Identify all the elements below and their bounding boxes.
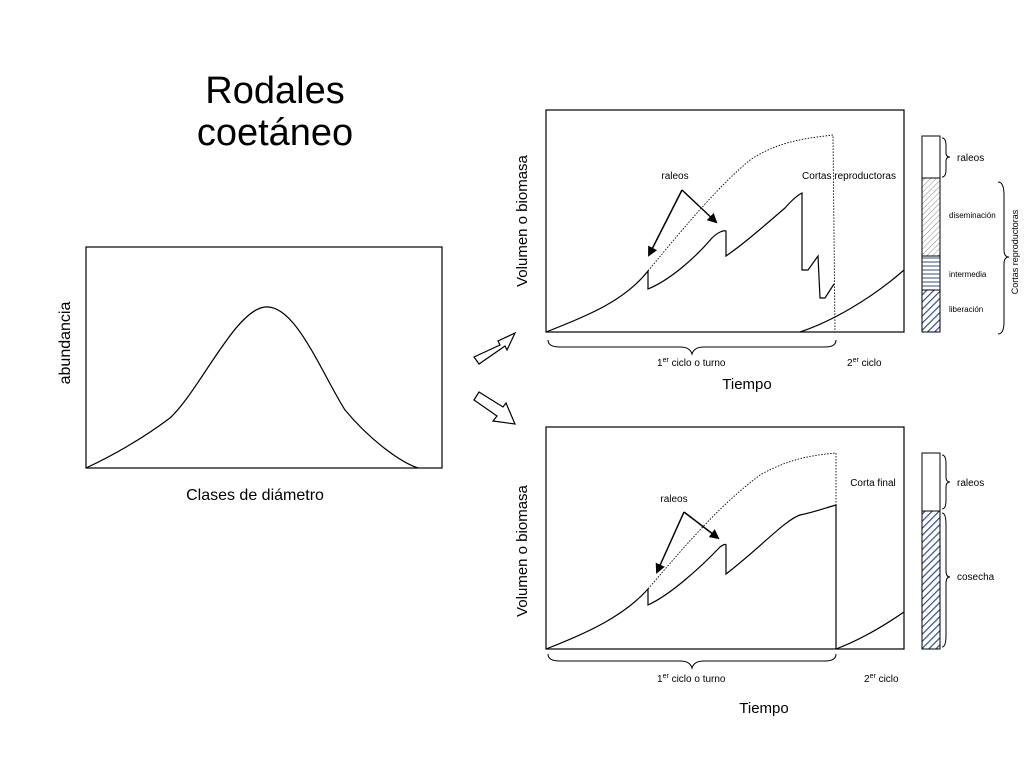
bottom-legend: raleos cosecha <box>921 452 995 650</box>
legend-diseminacion-box <box>921 177 941 257</box>
down-arrow-shape <box>473 391 516 425</box>
top-cycle2-label: 2er ciclo <box>847 357 882 369</box>
bottom-corta-final-label: Corta final <box>850 478 896 489</box>
bottom-cycle1-label: 1er ciclo o turno <box>657 673 726 685</box>
top-cycle1-label: 1er ciclo o turno <box>657 357 726 369</box>
top-cortas-label: Cortas reproductoras <box>802 171 896 182</box>
top-raleos-label: raleos <box>661 171 688 182</box>
bell-curve <box>85 306 419 469</box>
top-cycle1-brace <box>547 339 837 356</box>
legend-bottom-raleos-box <box>921 452 941 512</box>
bottom-cycle1-sup: er <box>663 673 670 680</box>
top-cycle1-text: ciclo o turno <box>669 358 726 369</box>
left-chart-xlabel: Clases de diámetro <box>186 487 324 504</box>
title-line-2: coetáneo <box>196 112 354 154</box>
up-arrow-shape <box>473 331 517 365</box>
top-legend: raleos diseminación intermedia liberació… <box>921 135 1020 335</box>
legend-cosecha-label: cosecha <box>957 572 995 583</box>
legend-raleos-label: raleos <box>957 153 984 164</box>
bottom-chart-ylabel: Volumen o biomasa <box>514 484 531 616</box>
bottom-cycle2-prefix: 2 <box>864 674 870 685</box>
top-growth-chart: raleos Cortas reproductoras Volumen o bi… <box>514 109 905 393</box>
bottom-potential-curve <box>647 452 837 649</box>
legend-cortas-group-label: Cortas reproductoras <box>1010 209 1020 294</box>
top-cycle2-text: ciclo <box>859 358 882 369</box>
bottom-cycle2-text: ciclo <box>876 674 899 685</box>
bottom-raleos-arrow-right <box>683 511 720 540</box>
legend-cortas-brace <box>997 181 1010 335</box>
top-raleos-arrow-left <box>648 189 683 257</box>
legend-bottom-raleos-brace <box>941 454 951 510</box>
bottom-second-cycle-curve <box>835 611 905 650</box>
bottom-chart-xlabel: Tiempo <box>739 700 788 717</box>
diameter-distribution-chart: abundancia Clases de diámetro <box>57 246 443 504</box>
legend-raleos-box <box>921 135 941 179</box>
top-cycle1-sup: er <box>663 357 670 364</box>
legend-diseminacion-label: diseminación <box>949 211 996 220</box>
bottom-actual-curve <box>545 504 837 650</box>
down-arrow-connector <box>473 391 516 425</box>
diagram-title: Rodales coetáneo <box>150 70 400 154</box>
top-chart-ylabel: Volumen o biomasa <box>514 154 531 286</box>
legend-intermedia-label: intermedia <box>949 270 987 279</box>
title-line-1: Rodales <box>205 70 345 112</box>
bottom-chart-frame <box>545 426 905 650</box>
legend-raleos-brace <box>941 137 951 178</box>
top-chart-xlabel: Tiempo <box>722 376 771 393</box>
legend-intermedia-box <box>921 255 941 291</box>
top-actual-curve <box>545 192 835 333</box>
legend-liberacion-box <box>921 289 941 333</box>
bottom-cycle2-sup: er <box>870 673 877 680</box>
top-raleos-arrow-right <box>681 189 718 224</box>
legend-bottom-raleos-label: raleos <box>957 478 984 489</box>
top-cycle2-sup: er <box>853 357 860 364</box>
legend-cosecha-brace <box>941 512 951 648</box>
top-cycle1-prefix: 1 <box>657 358 663 369</box>
up-arrow-connector <box>473 331 517 365</box>
left-chart-frame <box>85 246 443 469</box>
top-chart-frame <box>545 109 905 333</box>
top-potential-curve <box>647 134 836 333</box>
legend-liberacion-label: liberación <box>949 305 983 314</box>
top-cycle2-prefix: 2 <box>847 358 853 369</box>
bottom-cycle1-prefix: 1 <box>657 674 663 685</box>
legend-cosecha-box <box>921 510 941 650</box>
top-second-cycle-curve <box>799 269 905 333</box>
bottom-raleos-arrow-left <box>655 511 685 574</box>
bottom-growth-chart: raleos Corta final Volumen o biomasa 1er… <box>514 426 905 717</box>
bottom-raleos-label: raleos <box>660 494 687 505</box>
left-chart-ylabel: abundancia <box>57 302 74 385</box>
bottom-cycle1-brace <box>547 653 837 670</box>
bottom-cycle2-label: 2er ciclo <box>864 673 899 685</box>
bottom-cycle1-text: ciclo o turno <box>669 674 726 685</box>
